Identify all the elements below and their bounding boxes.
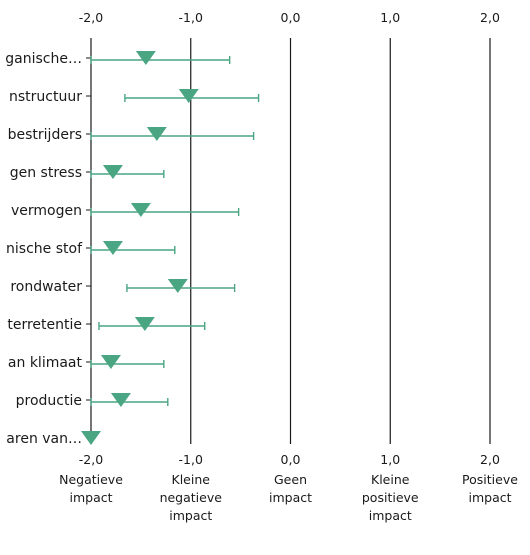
- impact-description: negatieve: [160, 490, 223, 505]
- mean-marker: [179, 89, 199, 103]
- category-label: nische stof: [6, 241, 83, 257]
- top-tick-label: 0,0: [281, 10, 301, 25]
- mean-marker: [136, 51, 156, 65]
- mean-marker: [168, 279, 188, 293]
- mean-marker: [131, 203, 151, 217]
- impact-description: impact: [468, 490, 511, 505]
- impact-description: Kleine: [172, 472, 211, 487]
- impact-description: Negatieve: [59, 472, 123, 487]
- bottom-axis: -2,0 Negatieve impact -1,0 Kleine negatieve im…: [59, 452, 518, 523]
- category-labels: ganische… nstructuur bestrijders gen stress…: [5, 51, 91, 447]
- mean-marker: [147, 127, 167, 141]
- category-label: aren van…: [6, 431, 82, 447]
- mean-marker: [135, 317, 155, 331]
- impact-description: Geen: [274, 472, 307, 487]
- bottom-tick-label: 1,0: [380, 452, 400, 467]
- impact-description: impact: [269, 490, 312, 505]
- grid-lines: [91, 38, 490, 444]
- mean-marker: [111, 393, 131, 407]
- impact-description: impact: [169, 508, 212, 523]
- impact-description: Kleine: [371, 472, 410, 487]
- impact-description: impact: [369, 508, 412, 523]
- mean-marker: [103, 165, 123, 179]
- bottom-tick-label: -2,0: [79, 452, 103, 467]
- category-label: rondwater: [10, 279, 82, 295]
- mean-marker: [103, 241, 123, 255]
- top-axis: -2,0 -1,0 0,0 1,0 2,0: [79, 10, 500, 25]
- category-label: terretentie: [7, 317, 82, 333]
- top-tick-label: -2,0: [79, 10, 103, 25]
- bottom-tick-label: -1,0: [179, 452, 203, 467]
- top-tick-label: 1,0: [380, 10, 400, 25]
- mean-marker: [81, 431, 101, 445]
- impact-description: Positieve: [462, 472, 518, 487]
- mean-marker: [101, 355, 121, 369]
- impact-description: impact: [69, 490, 112, 505]
- top-tick-label: 2,0: [480, 10, 500, 25]
- category-label: vermogen: [11, 203, 82, 219]
- bottom-tick-label: 0,0: [281, 452, 301, 467]
- category-label: gen stress: [10, 165, 82, 181]
- category-label: an klimaat: [8, 355, 83, 371]
- impact-description: positieve: [362, 490, 419, 505]
- category-label: bestrijders: [8, 127, 82, 143]
- category-label: productie: [16, 393, 82, 409]
- bottom-tick-label: 2,0: [480, 452, 500, 467]
- data-marks: [81, 51, 259, 445]
- top-tick-label: -1,0: [179, 10, 203, 25]
- category-label: nstructuur: [9, 89, 82, 105]
- category-label: ganische…: [5, 51, 82, 67]
